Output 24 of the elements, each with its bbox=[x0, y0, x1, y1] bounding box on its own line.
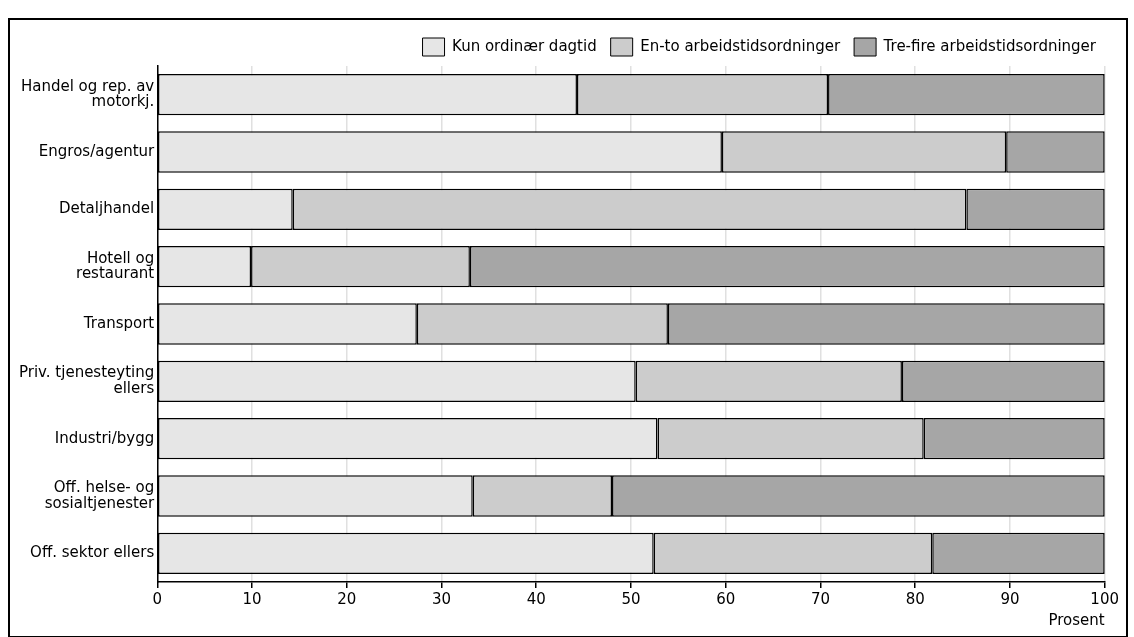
y-tick-label: Handel og rep. av motorkj. bbox=[20, 76, 155, 111]
legend-label: Tre-fire arbeidstidsordninger bbox=[882, 36, 1097, 55]
y-tick-label: Priv. tjenesteyting ellers bbox=[18, 363, 155, 398]
y-tick-label: Off. sektor ellers bbox=[30, 543, 155, 562]
x-axis-title: Prosent bbox=[1048, 610, 1105, 629]
x-tick-label: 70 bbox=[810, 589, 830, 608]
legend-label: En-to arbeidstidsordninger bbox=[640, 36, 841, 55]
x-tick-label: 90 bbox=[1000, 589, 1020, 608]
x-tick-label: 40 bbox=[526, 589, 546, 608]
y-tick-label: Hotell og restaurant bbox=[76, 248, 155, 283]
x-tick-label: 50 bbox=[621, 589, 641, 608]
y-tick-label: Off. helse- og sosialtjenester bbox=[44, 478, 156, 512]
x-tick-label: 10 bbox=[242, 589, 262, 608]
x-tick-label: 60 bbox=[716, 589, 736, 608]
y-tick-label: Engros/agentur bbox=[38, 141, 156, 160]
y-tick-label: Industri/bygg bbox=[54, 428, 155, 447]
x-tick-label: 80 bbox=[905, 589, 925, 608]
y-tick-label: Detaljhandel bbox=[58, 199, 155, 218]
x-tick-label: 20 bbox=[337, 589, 357, 608]
legend-label: Kun ordinær dagtid bbox=[452, 36, 597, 55]
y-tick-label: Transport bbox=[82, 313, 155, 332]
x-tick-label: 30 bbox=[431, 589, 452, 608]
x-tick-label: 0 bbox=[152, 589, 163, 608]
x-tick-label: 100 bbox=[1090, 589, 1120, 608]
